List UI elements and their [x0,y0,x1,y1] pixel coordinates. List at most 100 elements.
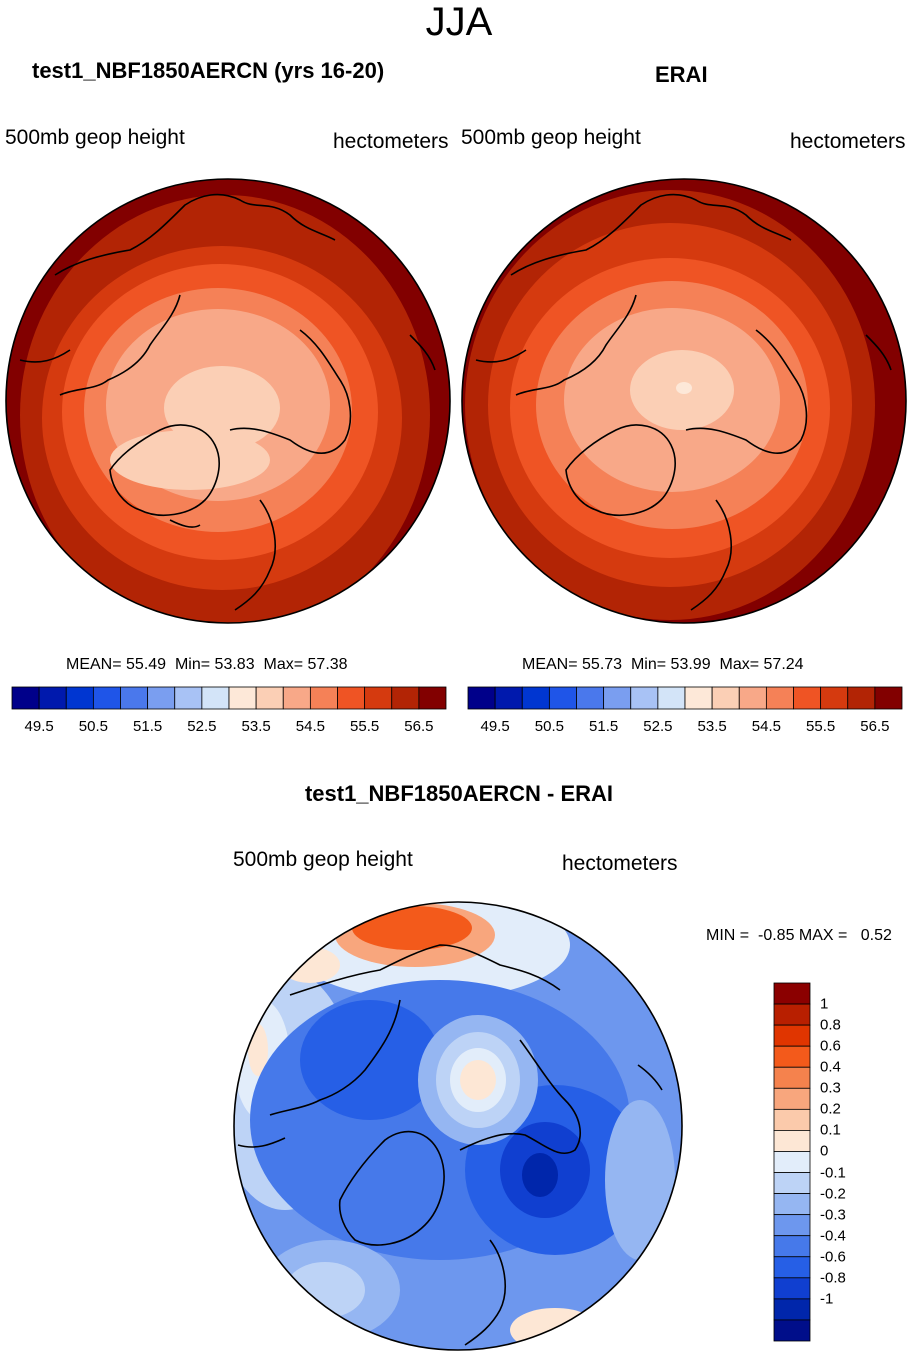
map1-band-1 [20,195,430,623]
colorbar-diff-tick-label: 0.1 [820,1121,841,1139]
map1-band-6 [164,366,280,450]
colorbar-model-tick-label: 49.5 [24,718,54,735]
panel1-title: test1_NBF1850AERCN (yrs 16-20) [32,58,385,83]
diff-band-light-right [605,1100,675,1260]
colorbar-erai-swatch [494,686,523,710]
colorbar-erai-swatch [711,686,740,710]
colorbar-model-swatch [391,686,420,710]
panel1-units: hectometers [333,130,449,153]
map1-band-4 [84,288,352,532]
map1-band-3 [62,264,378,560]
colorbar-diff-tick-label: -0.3 [820,1206,846,1224]
colorbar-erai-swatch [684,686,713,710]
colorbar-model-tick-label: 55.5 [350,718,380,735]
colorbar-model-swatch [92,686,121,710]
panel2-max-label: Max= [719,656,760,673]
colorbar-model-tick-label: 53.5 [241,718,271,735]
panel2-min: 53.99 [670,656,711,673]
diff-band-cream-center [460,1060,496,1100]
map2-band-1 [465,190,875,620]
main-title: JJA [425,0,493,44]
colorbar-diff-swatch [773,1235,811,1258]
colorbar-erai-tick-label: 56.5 [860,718,890,735]
colorbar-model-swatch [282,686,311,710]
colorbar-model-tick-label: 50.5 [78,718,108,735]
colorbar-diff-swatch [773,1024,811,1047]
colorbar-erai-tick-label: 49.5 [480,718,510,735]
colorbar-erai-tick-label: 51.5 [589,718,619,735]
colorbar-diff-tick-label: -0.6 [820,1248,846,1266]
colorbar-diff-swatch [773,1151,811,1173]
colorbar-erai-swatch [603,686,632,710]
colorbar-diff-tick-label: 0.2 [820,1100,841,1118]
diff-band-light-center-1 [418,1015,538,1145]
diff-band-light-center-3 [450,1048,506,1112]
colorbar-diff-tick-label: -0.4 [820,1227,846,1245]
colorbar-model-swatch [147,686,176,710]
colorbar-model [11,686,447,710]
colorbar-erai-swatch [467,686,496,710]
colorbar-model-swatch [38,686,67,710]
colorbar-model-swatch [364,686,393,710]
colorbar-diff-swatch [773,1066,811,1089]
colorbar-model-swatch [120,686,149,710]
map2-band-7 [676,382,692,394]
colorbar-diff-tick-label: -1 [820,1290,834,1308]
colorbar-diff-tick-label: 0 [820,1142,829,1160]
colorbar-diff-tick-label: 0.3 [820,1079,841,1097]
map1-coastlines [19,193,436,611]
panel2-units: hectometers [790,130,906,153]
panel1-min: 53.83 [214,656,255,673]
colorbar-model-swatch [174,686,203,710]
colorbar-diff-swatch [773,1256,811,1279]
colorbar-model-swatch [228,686,257,710]
colorbar-erai-tick-label: 55.5 [806,718,836,735]
colorbar-model-tick-label: 54.5 [295,718,325,735]
diff-band-blue-mid [250,980,630,1260]
colorbar-diff-tick-label: -0.2 [820,1185,846,1203]
colorbar-model-swatch [337,686,366,710]
diff-band-bg [234,902,682,1350]
diff-band-orange-2 [352,906,472,950]
panel1-stats: MEAN= 55.49 Min= 53.83 Max= 57.38 [66,656,348,674]
colorbar-erai-swatch [548,686,577,710]
map1-band-5 [106,309,330,501]
colorbar-diff-swatch [773,1045,811,1068]
colorbar-diff-swatch [773,1193,811,1216]
panel2-min-label: Min= [630,656,667,673]
map2-band-4 [536,281,808,529]
panel1-variable: 500mb geop height [5,126,185,149]
panel2-mean-label: MEAN= [522,656,578,673]
colorbar-diff-swatch [773,982,811,1005]
diff-band-cream-bottom-right [510,1308,600,1350]
colorbar-diff-tick-label: -0.1 [820,1164,846,1182]
colorbar-erai-tick-label: 54.5 [751,718,781,735]
colorbar-diff-swatch [773,1214,811,1237]
colorbar-model-swatch [309,686,338,710]
diff-band-cream-top-left [280,947,340,983]
map2-band-2 [488,223,852,587]
colorbar-erai-labels: 49.5 50.5 51.5 52.5 53.5 54.5 55.5 56.5 [468,718,902,738]
colorbar-model-swatch [201,686,230,710]
diff-band-orange-1 [335,903,495,967]
colorbar-erai-swatch [738,686,767,710]
colorbar-erai-tick-label: 52.5 [643,718,673,735]
colorbar-diff-tick-label: -0.8 [820,1269,846,1287]
colorbar-diff-swatch [773,1130,811,1152]
diff-band-lightblue-bottom [260,1240,400,1340]
panel2-max: 57.24 [763,656,804,673]
diff-band-deepblue-right [500,1122,590,1218]
colorbar-model-tick-label: 52.5 [187,718,217,735]
map2-band-outer [462,179,906,623]
diff-variable: 500mb geop height [233,848,413,871]
panel1-min-label: Min= [174,656,211,673]
map2-band-6 [630,350,734,430]
colorbar-erai-swatch [874,686,903,710]
colorbar-diff-tick-label: 0.8 [820,1016,841,1034]
diff-band-navy-right [522,1153,558,1197]
colorbar-diff-swatch [773,1277,811,1300]
map2-band-3 [510,258,830,558]
map2-coastlines [475,193,892,611]
colorbar-model-swatch [418,686,447,710]
colorbar-diff-swatch [773,1298,811,1321]
